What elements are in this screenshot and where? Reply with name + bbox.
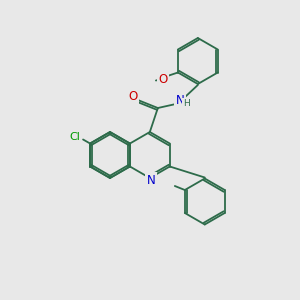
- Text: N: N: [176, 94, 184, 107]
- Text: O: O: [128, 91, 137, 103]
- Text: N: N: [146, 173, 155, 187]
- Text: O: O: [158, 73, 167, 86]
- Text: H: H: [184, 100, 190, 109]
- Text: Cl: Cl: [70, 131, 80, 142]
